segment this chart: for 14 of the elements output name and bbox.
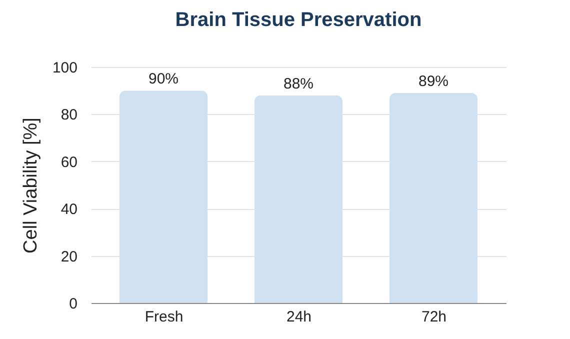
y-tick-label: 80 [60, 106, 78, 124]
x-tick-label: 72h [421, 308, 447, 326]
y-axis-title: Cell Viability [%] [20, 118, 42, 254]
y-tick-label: 60 [60, 154, 78, 171]
y-tick-label: 100 [52, 60, 78, 76]
data-label: 90% [148, 70, 179, 88]
data-label: 88% [283, 75, 314, 92]
x-tick-label: 24h [286, 308, 312, 326]
y-tick-label: 20 [60, 248, 78, 266]
y-tick-label: 0 [69, 296, 78, 312]
y-tick-label: 40 [60, 201, 78, 218]
x-tick-label: Fresh [144, 308, 184, 326]
chart-title: Brain Tissue Preservation [175, 9, 422, 31]
data-label: 89% [418, 72, 449, 90]
